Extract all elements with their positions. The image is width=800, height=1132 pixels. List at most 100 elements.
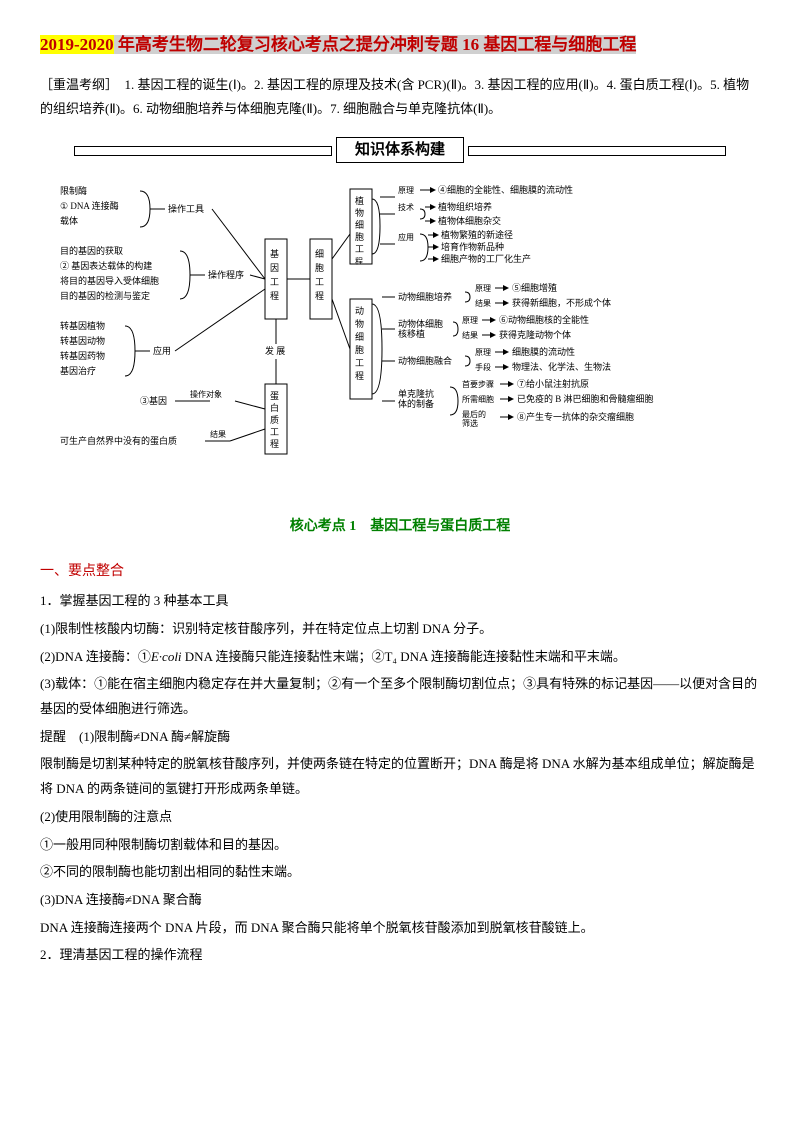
decorative-line xyxy=(468,146,726,156)
svg-text:结果: 结果 xyxy=(210,429,226,439)
svg-text:工: 工 xyxy=(315,277,324,287)
title-year: 2019-2020 xyxy=(40,35,114,54)
svg-text:转基因动物: 转基因动物 xyxy=(60,335,105,346)
text-line: (2)使用限制酶的注意点 xyxy=(40,805,760,830)
svg-text:物理法、化学法、生物法: 物理法、化学法、生物法 xyxy=(512,361,611,372)
svg-text:培育作物新品种: 培育作物新品种 xyxy=(441,241,504,252)
svg-text:因: 因 xyxy=(270,263,279,273)
title-mid: 年高考生物二轮复习核心考点之提分冲刺专题 16 xyxy=(114,35,480,54)
svg-text:体的制备: 体的制备 xyxy=(398,398,434,409)
text-line: (2)DNA 连接酶：①E·coli DNA 连接酶只能连接黏性末端；②T₄ D… xyxy=(40,645,760,670)
svg-text:动物体细胞: 动物体细胞 xyxy=(398,318,443,329)
text-line: DNA 连接酶连接两个 DNA 片段，而 DNA 聚合酶只能将单个脱氧核苷酸添加… xyxy=(40,916,760,941)
svg-text:⑧产生专一抗体的杂交瘤细胞: ⑧产生专一抗体的杂交瘤细胞 xyxy=(517,411,634,422)
svg-text:技术: 技术 xyxy=(398,202,414,212)
svg-text:工: 工 xyxy=(270,427,279,437)
svg-text:③基因: ③基因 xyxy=(140,395,167,406)
svg-text:动物细胞培养: 动物细胞培养 xyxy=(398,291,452,302)
knowledge-structure-title: 知识体系构建 xyxy=(40,137,760,164)
svg-text:操作程序: 操作程序 xyxy=(208,269,244,280)
svg-text:细: 细 xyxy=(355,219,364,230)
svg-text:原理: 原理 xyxy=(475,348,491,357)
svg-text:单克隆抗: 单克隆抗 xyxy=(398,388,434,399)
svg-text:操作对象: 操作对象 xyxy=(190,389,222,399)
svg-text:动: 动 xyxy=(355,306,364,316)
svg-text:手段: 手段 xyxy=(475,362,491,372)
svg-text:应用: 应用 xyxy=(398,232,414,242)
svg-text:物: 物 xyxy=(355,318,364,329)
svg-text:质: 质 xyxy=(270,414,279,425)
svg-text:① DNA 连接酶: ① DNA 连接酶 xyxy=(60,200,119,211)
title-suffix: 基因工程与细胞工程 xyxy=(479,35,636,54)
svg-text:获得克隆动物个体: 获得克隆动物个体 xyxy=(499,329,571,340)
svg-text:植: 植 xyxy=(355,195,364,206)
svg-text:物: 物 xyxy=(355,207,364,218)
svg-text:胞: 胞 xyxy=(355,231,364,242)
svg-text:核移植: 核移植 xyxy=(398,328,425,339)
svg-text:② 基因表达载体的构建: ② 基因表达载体的构建 xyxy=(60,260,152,271)
svg-text:基因治疗: 基因治疗 xyxy=(60,365,96,376)
section-title: 知识体系构建 xyxy=(336,137,464,163)
svg-text:程: 程 xyxy=(315,291,324,301)
svg-text:所需细胞: 所需细胞 xyxy=(462,394,494,404)
exam-outline: ［重温考纲］ 1. 基因工程的诞生(Ⅰ)。2. 基因工程的原理及技术(含 PCR… xyxy=(40,73,760,122)
svg-text:⑤细胞增殖: ⑤细胞增殖 xyxy=(512,282,557,293)
text-line: (3)载体：①能在宿主细胞内稳定存在并大量复制；②有一个至多个限制酶切割位点；③… xyxy=(40,672,760,721)
svg-text:动物细胞融合: 动物细胞融合 xyxy=(398,355,452,366)
knowledge-structure-diagram: 限制酶 ① DNA 连接酶 载体 操作工具 目的基因的获取 ② 基因表达载体的构… xyxy=(50,179,750,489)
svg-text:程: 程 xyxy=(270,291,279,301)
text-line: (3)DNA 连接酶≠DNA 聚合酶 xyxy=(40,888,760,913)
svg-text:可生产自然界中没有的蛋白质: 可生产自然界中没有的蛋白质 xyxy=(60,435,177,446)
svg-text:胞: 胞 xyxy=(355,344,364,355)
svg-text:获得新细胞，不形成个体: 获得新细胞，不形成个体 xyxy=(512,297,611,308)
svg-text:原理: 原理 xyxy=(398,186,414,195)
svg-text:发 展: 发 展 xyxy=(265,345,285,356)
svg-text:植物体细胞杂交: 植物体细胞杂交 xyxy=(438,215,501,226)
svg-text:工: 工 xyxy=(355,244,364,254)
text-line: ①一般用同种限制酶切割载体和目的基因。 xyxy=(40,833,760,858)
svg-text:原理: 原理 xyxy=(462,316,478,325)
svg-text:基: 基 xyxy=(270,248,279,259)
svg-text:目的基因的获取: 目的基因的获取 xyxy=(60,245,123,256)
svg-text:程: 程 xyxy=(355,257,363,266)
core-point-heading: 核心考点 1 基因工程与蛋白质工程 xyxy=(40,514,760,539)
text-line: 限制酶是切割某种特定的脱氧核苷酸序列，并使两条链在特定的位置断开；DNA 酶是将… xyxy=(40,752,760,801)
svg-text:原理: 原理 xyxy=(475,284,491,293)
svg-text:工: 工 xyxy=(270,277,279,287)
svg-text:目的基因的检测与鉴定: 目的基因的检测与鉴定 xyxy=(60,290,150,301)
svg-text:⑦给小鼠注射抗原: ⑦给小鼠注射抗原 xyxy=(517,378,589,389)
svg-text:胞: 胞 xyxy=(315,262,324,273)
svg-text:白: 白 xyxy=(270,402,279,413)
svg-text:首要步骤: 首要步骤 xyxy=(462,379,494,389)
svg-text:细: 细 xyxy=(355,331,364,342)
svg-text:程: 程 xyxy=(355,371,364,381)
svg-text:已免疫的 B 淋巴细胞和骨髓瘤细胞: 已免疫的 B 淋巴细胞和骨髓瘤细胞 xyxy=(517,393,654,404)
svg-text:植物组织培养: 植物组织培养 xyxy=(438,201,492,212)
svg-text:结果: 结果 xyxy=(475,298,491,308)
text-line: ②不同的限制酶也能切割出相同的黏性末端。 xyxy=(40,860,760,885)
text-line: 提醒 (1)限制酶≠DNA 酶≠解旋酶 xyxy=(40,725,760,750)
svg-text:④细胞的全能性、细胞膜的流动性: ④细胞的全能性、细胞膜的流动性 xyxy=(438,184,573,195)
svg-text:植物繁殖的新途径: 植物繁殖的新途径 xyxy=(441,229,513,240)
svg-text:操作工具: 操作工具 xyxy=(168,203,204,214)
svg-text:蛋: 蛋 xyxy=(270,391,279,401)
content-body: 1．掌握基因工程的 3 种基本工具 (1)限制性核酸内切酶：识别特定核苷酸序列，… xyxy=(40,589,760,968)
text-line: (1)限制性核酸内切酶：识别特定核苷酸序列，并在特定位点上切割 DNA 分子。 xyxy=(40,617,760,642)
svg-text:结果: 结果 xyxy=(462,330,478,340)
section-heading: 一、要点整合 xyxy=(40,559,760,584)
svg-text:细: 细 xyxy=(315,248,324,259)
svg-text:细胞产物的工厂化生产: 细胞产物的工厂化生产 xyxy=(441,253,531,264)
svg-text:细胞膜的流动性: 细胞膜的流动性 xyxy=(512,346,575,357)
svg-text:载体: 载体 xyxy=(60,215,78,226)
text-line: 2．理清基因工程的操作流程 xyxy=(40,943,760,968)
svg-text:⑥动物细胞核的全能性: ⑥动物细胞核的全能性 xyxy=(499,314,589,325)
page-title: 2019-2020 年高考生物二轮复习核心考点之提分冲刺专题 16 基因工程与细… xyxy=(40,30,760,61)
svg-text:程: 程 xyxy=(270,439,279,449)
text-line: 1．掌握基因工程的 3 种基本工具 xyxy=(40,589,760,614)
svg-text:最后的: 最后的 xyxy=(462,409,486,419)
svg-text:转基因药物: 转基因药物 xyxy=(60,350,105,361)
svg-text:应用: 应用 xyxy=(153,345,171,356)
decorative-line xyxy=(74,146,332,156)
svg-text:限制酶: 限制酶 xyxy=(60,185,87,196)
svg-text:筛选: 筛选 xyxy=(462,418,478,428)
